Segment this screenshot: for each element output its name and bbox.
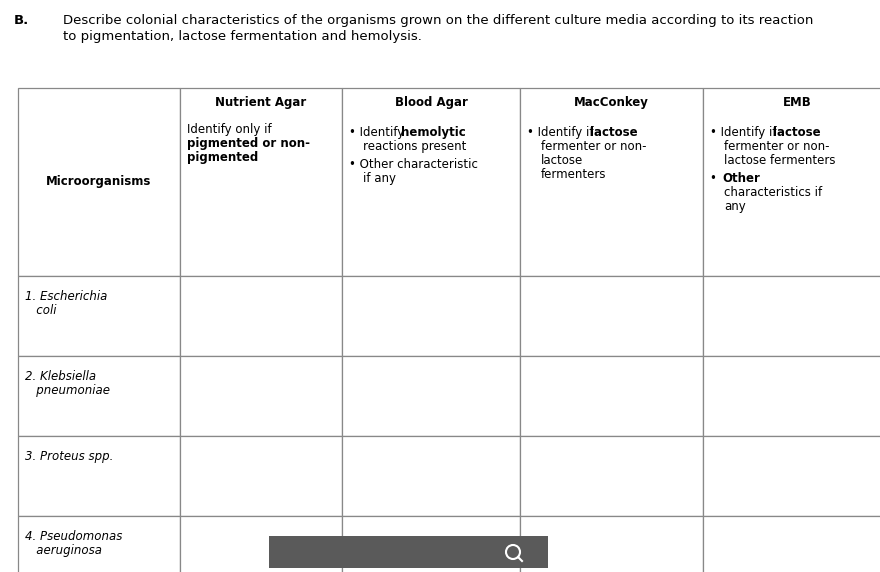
Bar (342, 276, 520, 356)
Text: coli: coli (25, 304, 56, 317)
Bar (18, 88, 180, 276)
Bar (180, 276, 342, 356)
Text: Blood Agar: Blood Agar (394, 96, 467, 109)
Bar (520, 436, 703, 516)
Text: characteristics if: characteristics if (724, 186, 822, 199)
Text: lactose: lactose (773, 126, 821, 139)
Bar (18, 516, 180, 572)
Text: • Identify if: • Identify if (527, 126, 598, 139)
Bar (703, 356, 880, 436)
Text: • Other characteristic: • Other characteristic (349, 158, 478, 171)
Text: pigmented or non-: pigmented or non- (187, 137, 310, 150)
Text: lactose: lactose (590, 126, 638, 139)
Text: Page   3   /   3: Page 3 / 3 (345, 546, 432, 558)
Text: fermenters: fermenters (541, 168, 606, 181)
Text: −: − (488, 545, 499, 559)
Text: fermenter or non-: fermenter or non- (724, 140, 830, 153)
Bar (180, 88, 342, 276)
Text: Other: Other (722, 172, 759, 185)
Text: • Identify: • Identify (349, 126, 408, 139)
Text: any: any (724, 200, 745, 213)
Bar (520, 88, 703, 276)
Text: 2. Klebsiella: 2. Klebsiella (25, 370, 96, 383)
Bar (703, 436, 880, 516)
Text: fermenter or non-: fermenter or non- (541, 140, 647, 153)
Bar (180, 436, 342, 516)
Text: Nutrient Agar: Nutrient Agar (216, 96, 306, 109)
Text: lactose fermenters: lactose fermenters (724, 154, 835, 167)
Text: pneumoniae: pneumoniae (25, 384, 110, 397)
Bar (342, 88, 520, 276)
Text: +: + (526, 545, 539, 559)
Text: B.: B. (14, 14, 29, 27)
Text: 4. Pseudomonas: 4. Pseudomonas (25, 530, 122, 543)
Bar (18, 436, 180, 516)
Bar (269, 536, 548, 568)
Text: lactose: lactose (541, 154, 583, 167)
Bar (520, 356, 703, 436)
Text: Microorganisms: Microorganisms (47, 176, 151, 189)
Bar (180, 356, 342, 436)
Bar (18, 276, 180, 356)
Text: • Identify if: • Identify if (710, 126, 781, 139)
Bar (703, 276, 880, 356)
Text: 1. Escherichia: 1. Escherichia (25, 290, 107, 303)
Text: aeruginosa: aeruginosa (25, 544, 102, 557)
Bar (703, 88, 880, 276)
Text: hemolytic: hemolytic (401, 126, 466, 139)
Bar (520, 276, 703, 356)
Bar (342, 516, 520, 572)
Text: EMB: EMB (782, 96, 811, 109)
Bar (342, 436, 520, 516)
Text: 3. Proteus spp.: 3. Proteus spp. (25, 450, 114, 463)
Bar (520, 516, 703, 572)
Text: Identify only if: Identify only if (187, 123, 272, 136)
Text: if any: if any (363, 172, 396, 185)
Text: •: • (710, 172, 721, 185)
Bar (342, 356, 520, 436)
Bar (703, 516, 880, 572)
Text: to pigmentation, lactose fermentation and hemolysis.: to pigmentation, lactose fermentation an… (63, 30, 422, 43)
Bar (18, 356, 180, 436)
Text: reactions present: reactions present (363, 140, 466, 153)
Bar (180, 516, 342, 572)
Text: pigmented: pigmented (187, 151, 258, 164)
Text: Describe colonial characteristics of the organisms grown on the different cultur: Describe colonial characteristics of the… (63, 14, 813, 27)
Text: MacConkey: MacConkey (574, 96, 649, 109)
